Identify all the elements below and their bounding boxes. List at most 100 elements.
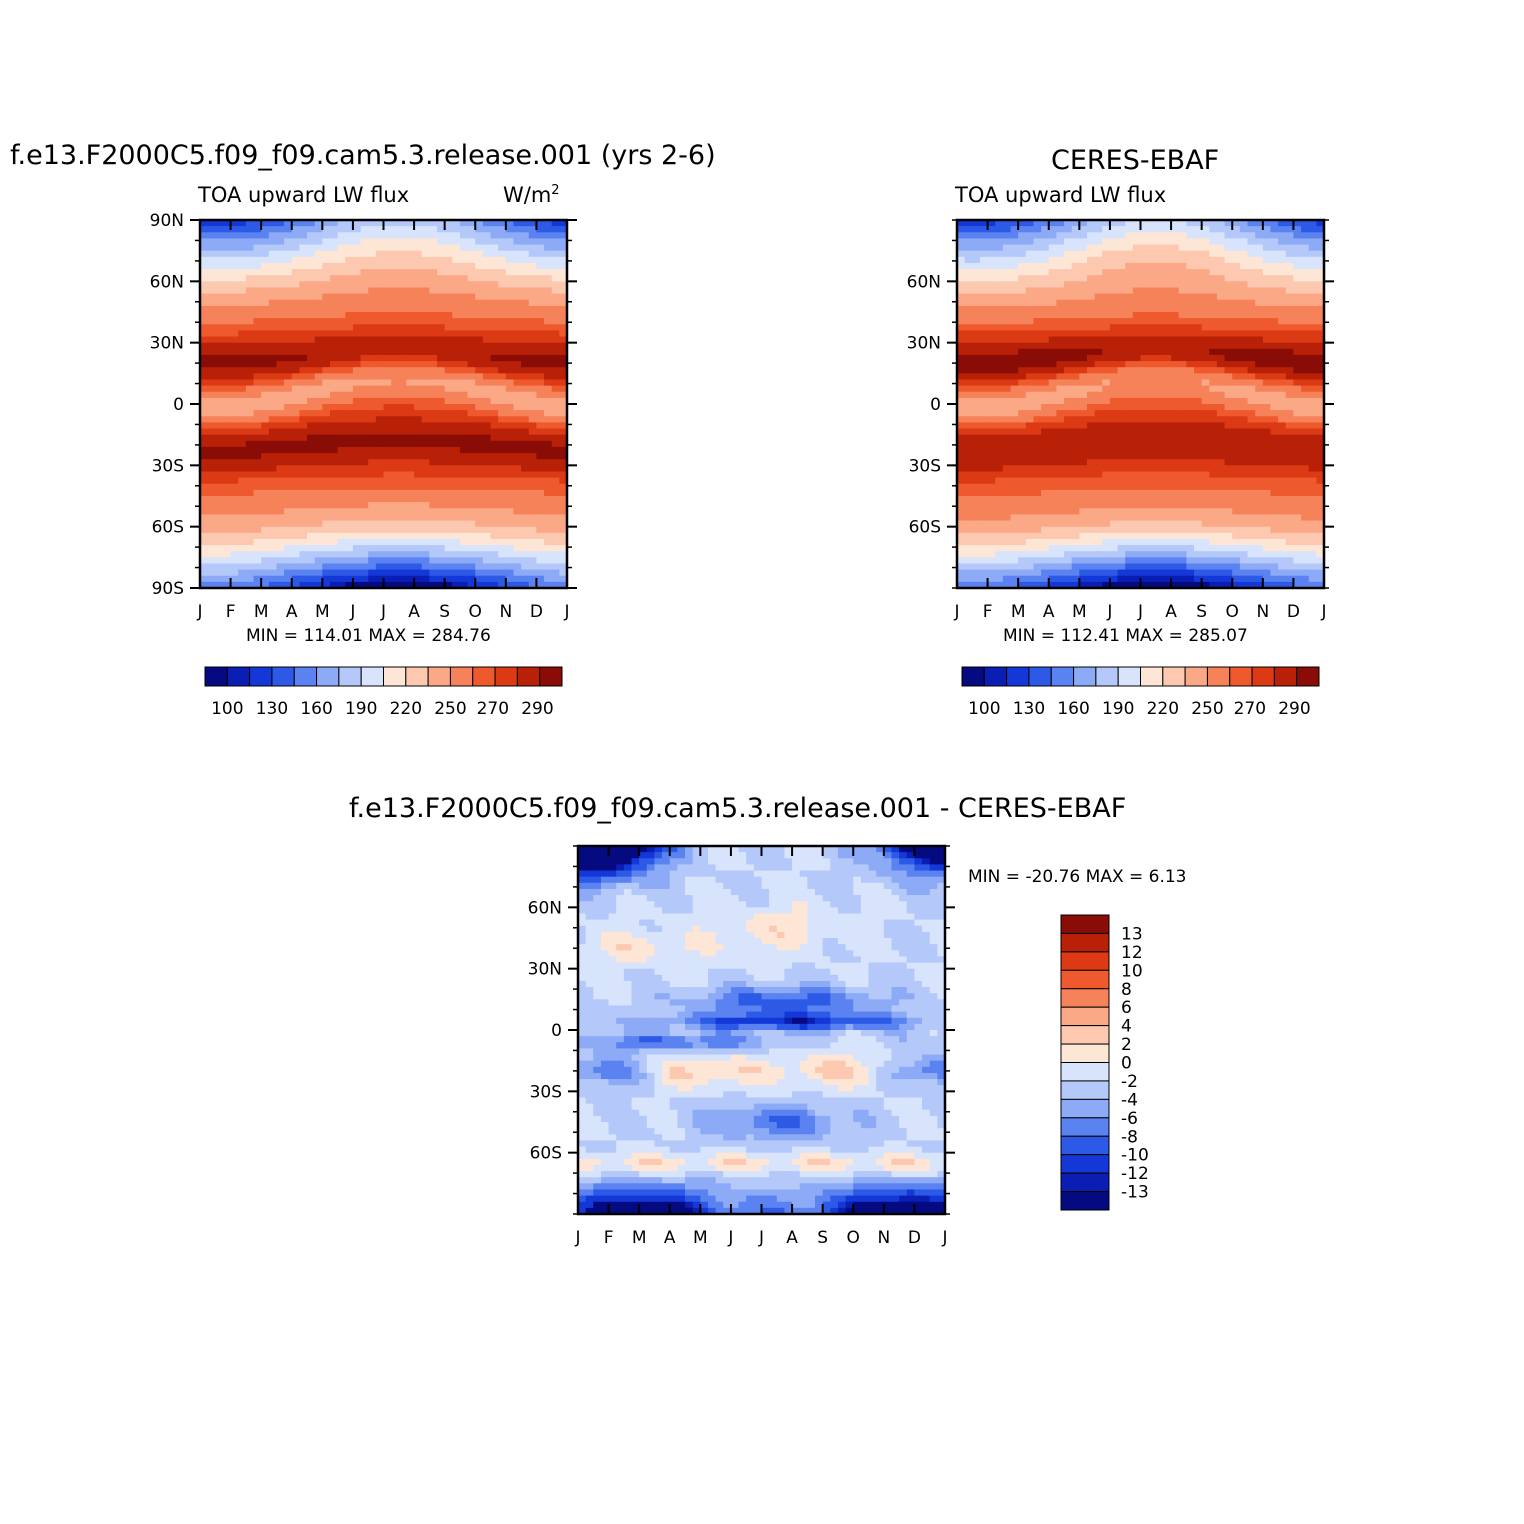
observations-contour-cell (1140, 250, 1149, 258)
model-contour-cell (299, 232, 308, 239)
model-contour-cell (452, 410, 461, 417)
observations-contour-cell (1155, 391, 1165, 399)
model-contour-cell (276, 477, 285, 485)
observations-contour-cell (1117, 373, 1126, 381)
model-contour-cell (337, 446, 346, 454)
model-contour-cell (391, 281, 400, 289)
observations-contour-cell (1041, 514, 1050, 522)
model-contour-cell (284, 354, 293, 362)
observations-contour-cell (1025, 508, 1035, 515)
model-contour-cell (482, 373, 492, 381)
model-contour-cell (559, 483, 568, 491)
observations-contour-cell (1079, 244, 1088, 252)
model-contour-cell (268, 275, 278, 282)
observations-contour-cell (1140, 354, 1149, 362)
model-contour-cell (352, 330, 362, 338)
model-contour-cell (459, 520, 469, 528)
model-contour-cell (437, 483, 446, 491)
model-contour-cell (238, 477, 247, 485)
model-contour-cell (291, 483, 300, 491)
observations-contour-cell (1132, 410, 1142, 417)
model-contour-cell (322, 532, 331, 540)
model-contour-cell (352, 581, 362, 589)
model-contour-cell (360, 293, 369, 301)
observations-contour-cell (1056, 526, 1065, 534)
observations-contour-cell (957, 532, 966, 540)
model-contour-cell (490, 312, 499, 319)
observations-contour-cell (1148, 502, 1157, 509)
model-contour-cell (467, 514, 476, 522)
model-contour-cell (322, 281, 331, 289)
observations-contour-cell (1117, 581, 1126, 589)
model-contour-cell (490, 422, 499, 430)
model-contour-cell (230, 489, 239, 497)
observations-contour-cell (957, 244, 966, 252)
model-contour-cell (521, 238, 530, 246)
model-contour-cell (200, 404, 209, 411)
model-contour-cell (329, 465, 339, 473)
observations-contour-cell (1125, 275, 1134, 282)
model-contour-cell (437, 367, 446, 374)
observations-contour-cell (1194, 477, 1203, 485)
observations-contour-cell (1041, 416, 1050, 423)
observations-contour-cell (1064, 361, 1073, 368)
observations-contour-cell (1102, 428, 1111, 436)
model-contour-cell (360, 514, 369, 522)
model-contour-cell (368, 379, 377, 387)
model-contour-cell (307, 502, 316, 509)
model-contour-cell (200, 354, 209, 362)
model-contour-cell (253, 299, 262, 307)
model-contour-cell (215, 440, 224, 448)
observations-contour-cell (987, 373, 996, 381)
model-contour-cell (345, 269, 354, 276)
model-contour-cell (345, 514, 354, 522)
model-contour-cell (222, 545, 232, 552)
model-contour-cell (276, 391, 285, 399)
observations-contour-cell (1102, 532, 1111, 540)
model-contour-cell (307, 483, 316, 491)
model-contour-cell (314, 373, 323, 381)
model-contour-cell (207, 428, 216, 436)
observations-contour-cell (1178, 496, 1187, 503)
model-contour-cell (505, 404, 515, 411)
observations-contour-cell (995, 281, 1004, 289)
model-contour-cell (322, 581, 331, 589)
model-contour-cell (452, 483, 461, 491)
observations-contour-cell (1171, 391, 1180, 399)
observations-contour-cell (1163, 348, 1172, 356)
model-contour-cell (337, 434, 346, 442)
observations-contour-cell (1086, 569, 1096, 577)
observations-contour-cell (1018, 342, 1027, 350)
model-contour-cell (261, 477, 270, 485)
observations-contour-cell (1056, 557, 1065, 565)
model-contour-cell (536, 336, 545, 344)
model-contour-cell (414, 514, 423, 522)
observations-contour-cell (1125, 477, 1134, 485)
observations-contour-cell (1186, 434, 1195, 442)
model-contour-cell (337, 404, 346, 411)
observations-contour-cell (987, 551, 996, 558)
model-contour-cell (238, 379, 247, 387)
model-contour-cell (291, 422, 300, 430)
model-contour-cell (513, 354, 522, 362)
model-contour-cell (421, 514, 430, 522)
model-contour-cell (482, 545, 492, 552)
model-contour-cell (459, 496, 469, 503)
model-contour-cell (391, 256, 400, 264)
observations-contour-cell (1002, 422, 1012, 430)
observations-contour-cell (1155, 348, 1165, 356)
model-contour-cell (505, 373, 515, 381)
observations-contour-cell (1041, 281, 1050, 289)
model-contour-cell (329, 287, 339, 295)
model-contour-cell (536, 520, 545, 528)
model-contour-cell (383, 379, 392, 387)
model-contour-cell (414, 256, 423, 264)
observations-contour-cell (1125, 281, 1134, 289)
model-contour-cell (368, 269, 377, 276)
model-contour-cell (245, 318, 255, 325)
model-contour-cell (375, 520, 385, 528)
model-contour-cell (559, 354, 568, 362)
model-contour-cell (444, 244, 453, 252)
observations-contour-cell (979, 373, 989, 381)
observations-contour-cell (1201, 471, 1210, 479)
